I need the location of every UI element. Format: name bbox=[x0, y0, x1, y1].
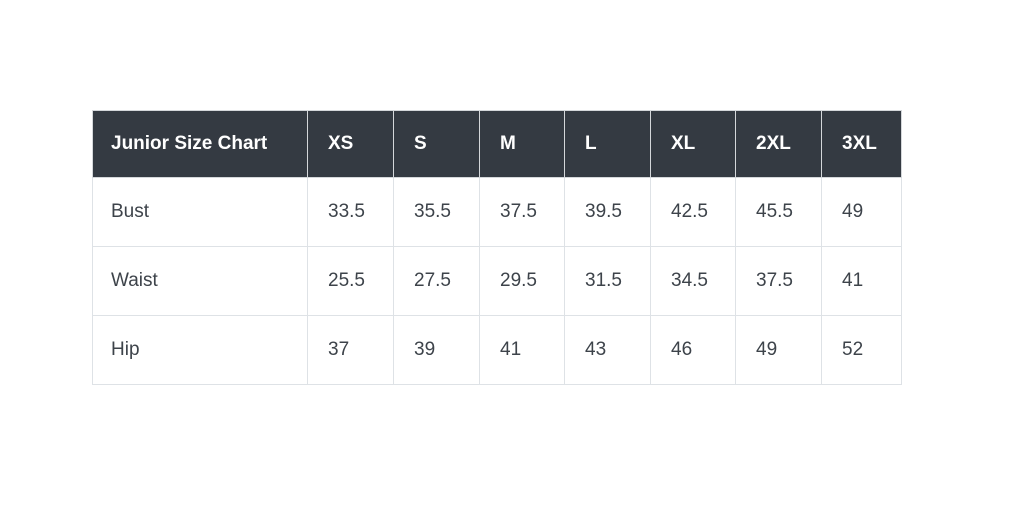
column-header-2xl: 2XL bbox=[735, 110, 822, 178]
cell-waist-3xl: 41 bbox=[821, 246, 902, 316]
table-header-row: Junior Size Chart XS S M L XL 2XL 3XL bbox=[92, 110, 902, 178]
cell-hip-2xl: 49 bbox=[735, 315, 822, 385]
cell-waist-2xl: 37.5 bbox=[735, 246, 822, 316]
row-label-bust: Bust bbox=[92, 177, 308, 247]
cell-hip-s: 39 bbox=[393, 315, 480, 385]
cell-hip-xs: 37 bbox=[307, 315, 394, 385]
cell-hip-xl: 46 bbox=[650, 315, 736, 385]
column-header-xl: XL bbox=[650, 110, 736, 178]
row-label-hip: Hip bbox=[92, 315, 308, 385]
cell-bust-2xl: 45.5 bbox=[735, 177, 822, 247]
cell-waist-xs: 25.5 bbox=[307, 246, 394, 316]
cell-bust-l: 39.5 bbox=[564, 177, 651, 247]
row-label-waist: Waist bbox=[92, 246, 308, 316]
column-header-xs: XS bbox=[307, 110, 394, 178]
cell-bust-m: 37.5 bbox=[479, 177, 565, 247]
cell-waist-m: 29.5 bbox=[479, 246, 565, 316]
column-header-m: M bbox=[479, 110, 565, 178]
column-header-s: S bbox=[393, 110, 480, 178]
cell-bust-3xl: 49 bbox=[821, 177, 902, 247]
cell-hip-l: 43 bbox=[564, 315, 651, 385]
cell-waist-s: 27.5 bbox=[393, 246, 480, 316]
column-header-l: L bbox=[564, 110, 651, 178]
cell-waist-l: 31.5 bbox=[564, 246, 651, 316]
table-row-waist: Waist 25.5 27.5 29.5 31.5 34.5 37.5 41 bbox=[92, 246, 902, 316]
cell-bust-xs: 33.5 bbox=[307, 177, 394, 247]
table-row-bust: Bust 33.5 35.5 37.5 39.5 42.5 45.5 49 bbox=[92, 177, 902, 247]
cell-waist-xl: 34.5 bbox=[650, 246, 736, 316]
size-chart-section: Junior Size Chart XS S M L XL 2XL 3XL Bu… bbox=[92, 110, 902, 385]
cell-hip-m: 41 bbox=[479, 315, 565, 385]
cell-bust-s: 35.5 bbox=[393, 177, 480, 247]
cell-bust-xl: 42.5 bbox=[650, 177, 736, 247]
table-title-cell: Junior Size Chart bbox=[92, 110, 308, 178]
cell-hip-3xl: 52 bbox=[821, 315, 902, 385]
column-header-3xl: 3XL bbox=[821, 110, 902, 178]
junior-size-chart-table: Junior Size Chart XS S M L XL 2XL 3XL Bu… bbox=[92, 110, 902, 385]
table-row-hip: Hip 37 39 41 43 46 49 52 bbox=[92, 315, 902, 385]
